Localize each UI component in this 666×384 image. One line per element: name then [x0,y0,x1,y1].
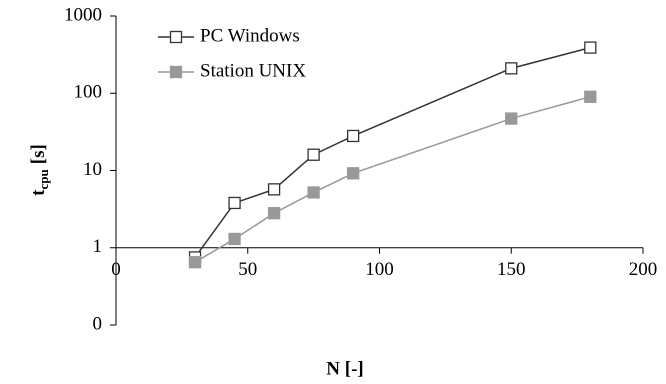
legend-marker [169,65,183,79]
x-tick-label: 100 [365,259,394,280]
point [228,196,241,210]
point [307,148,320,161]
point [267,207,281,220]
y-label-unit: [s] [28,144,49,164]
point [346,129,360,143]
point [188,256,202,269]
x-tick-label: 0 [111,259,121,280]
point [307,186,320,199]
point [505,112,518,125]
legend-marker [169,30,183,44]
series-line [194,96,591,263]
point [346,167,360,180]
point [505,62,518,75]
y-axis-label: tcpu [s] [28,144,51,196]
point [267,183,281,196]
y-tick-label: 0 [93,313,103,334]
x-tick-label: 50 [238,259,257,280]
x-tick-label: 150 [497,259,526,280]
point [584,90,597,103]
point [584,41,597,54]
x-axis-label: N [-] [326,358,363,379]
point [228,232,241,246]
y-label-main: t [28,189,49,196]
legend-label: PC Windows [200,25,300,46]
y-tick-label: 100 [74,82,103,103]
y-tick-label: 1 [93,236,103,257]
legend-label: Station UNIX [200,60,306,81]
y-tick-label: 10 [83,159,102,180]
y-label-sub: cpu [36,169,51,189]
y-tick-label: 1000 [64,4,102,25]
x-tick-label: 200 [629,259,658,280]
